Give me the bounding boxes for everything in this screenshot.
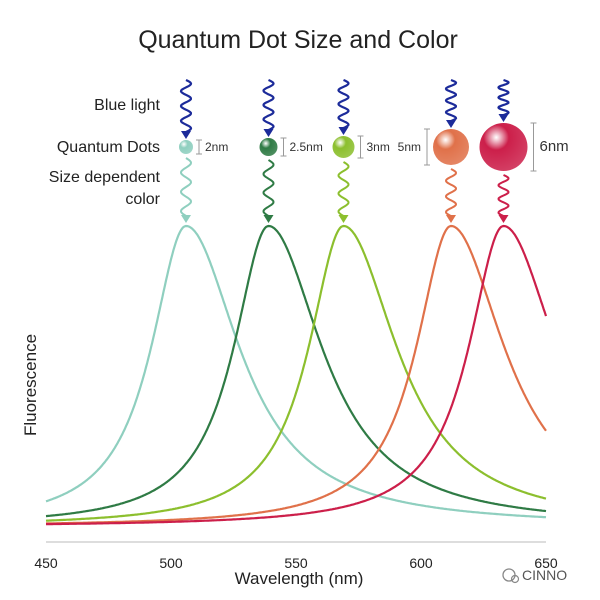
emission-arrowhead-icon (498, 215, 509, 223)
emission-arrowhead-icon (263, 215, 274, 223)
excitation-arrowhead-icon (446, 120, 456, 128)
x-axis-label: Wavelength (nm) (235, 569, 364, 588)
quantum-dot-group-6nm: 6nm (479, 78, 569, 223)
excitation-wave-icon (337, 78, 350, 130)
size-bracket-icon (280, 137, 287, 157)
curve-6nm (46, 224, 548, 526)
x-axis-ticks: 450 500 550 600 650 (34, 555, 558, 571)
dot-size-label-5nm: 5nm (398, 140, 421, 154)
quantum-dots-layer: 2nm 2.5nm 3nm 5nm 6nm (179, 78, 569, 223)
excitation-wave-icon (179, 79, 193, 133)
emission-wave-icon (337, 161, 350, 217)
y-axis-label: Fluorescence (21, 334, 40, 436)
excitation-wave-icon (497, 78, 510, 117)
emission-arrowhead-icon (338, 215, 349, 223)
watermark: CINNO (502, 567, 567, 584)
curve-2nm (45, 224, 547, 519)
size-color-label-line2: color (125, 191, 160, 208)
excitation-wave-icon (262, 78, 275, 132)
emission-wave-icon (497, 174, 510, 217)
curve-5nm (46, 224, 547, 525)
quantum-dot-group-2-5nm: 2.5nm (259, 78, 323, 223)
size-bracket-icon (424, 128, 430, 166)
dot-size-label-2-5nm: 2.5nm (290, 140, 323, 154)
excitation-arrowhead-icon (263, 129, 274, 137)
chart-title: Quantum Dot Size and Color (138, 26, 458, 54)
x-tick-600: 600 (409, 555, 433, 571)
excitation-wave-icon (444, 78, 458, 123)
quantum-dot-sphere-icon (259, 138, 278, 156)
excitation-arrowhead-icon (498, 114, 509, 122)
quantum-dot-sphere-icon (179, 140, 193, 154)
curve-3nm (45, 224, 547, 522)
quantum-dot-sphere-icon (332, 136, 355, 158)
emission-arrowhead-icon (181, 215, 191, 223)
quantum-dot-sphere-icon (479, 123, 528, 171)
excitation-arrowhead-icon (338, 127, 349, 135)
x-tick-450: 450 (34, 555, 58, 571)
watermark-logo-icon (502, 568, 516, 582)
quantum-dots-label: Quantum Dots (57, 139, 160, 156)
emission-wave-icon (262, 159, 275, 217)
quantum-dot-group-5nm: 5nm (398, 78, 469, 223)
blue-light-label: Blue light (94, 97, 160, 114)
dot-size-label-2nm: 2nm (205, 140, 228, 154)
dot-size-label-3nm: 3nm (367, 140, 390, 154)
size-bracket-icon (530, 122, 537, 172)
dot-size-label-6nm: 6nm (540, 138, 569, 155)
emission-wave-icon (179, 157, 193, 217)
fluorescence-curves (45, 224, 548, 526)
watermark-logo-dot-icon (510, 574, 520, 584)
x-tick-550: 550 (284, 555, 308, 571)
x-tick-650: 650 (534, 555, 558, 571)
quantum-dot-group-2nm: 2nm (179, 79, 228, 223)
x-tick-500: 500 (159, 555, 183, 571)
size-color-label-line1: Size dependent (49, 169, 161, 186)
quantum-dot-sphere-icon (433, 129, 469, 165)
size-bracket-icon (357, 135, 364, 159)
curve-2-5nm (45, 224, 547, 518)
watermark-text: CINNO (522, 567, 567, 583)
quantum-dot-group-3nm: 3nm (332, 78, 390, 223)
emission-arrowhead-icon (446, 215, 456, 223)
excitation-arrowhead-icon (181, 131, 191, 139)
size-bracket-icon (196, 139, 202, 155)
emission-wave-icon (444, 168, 458, 217)
